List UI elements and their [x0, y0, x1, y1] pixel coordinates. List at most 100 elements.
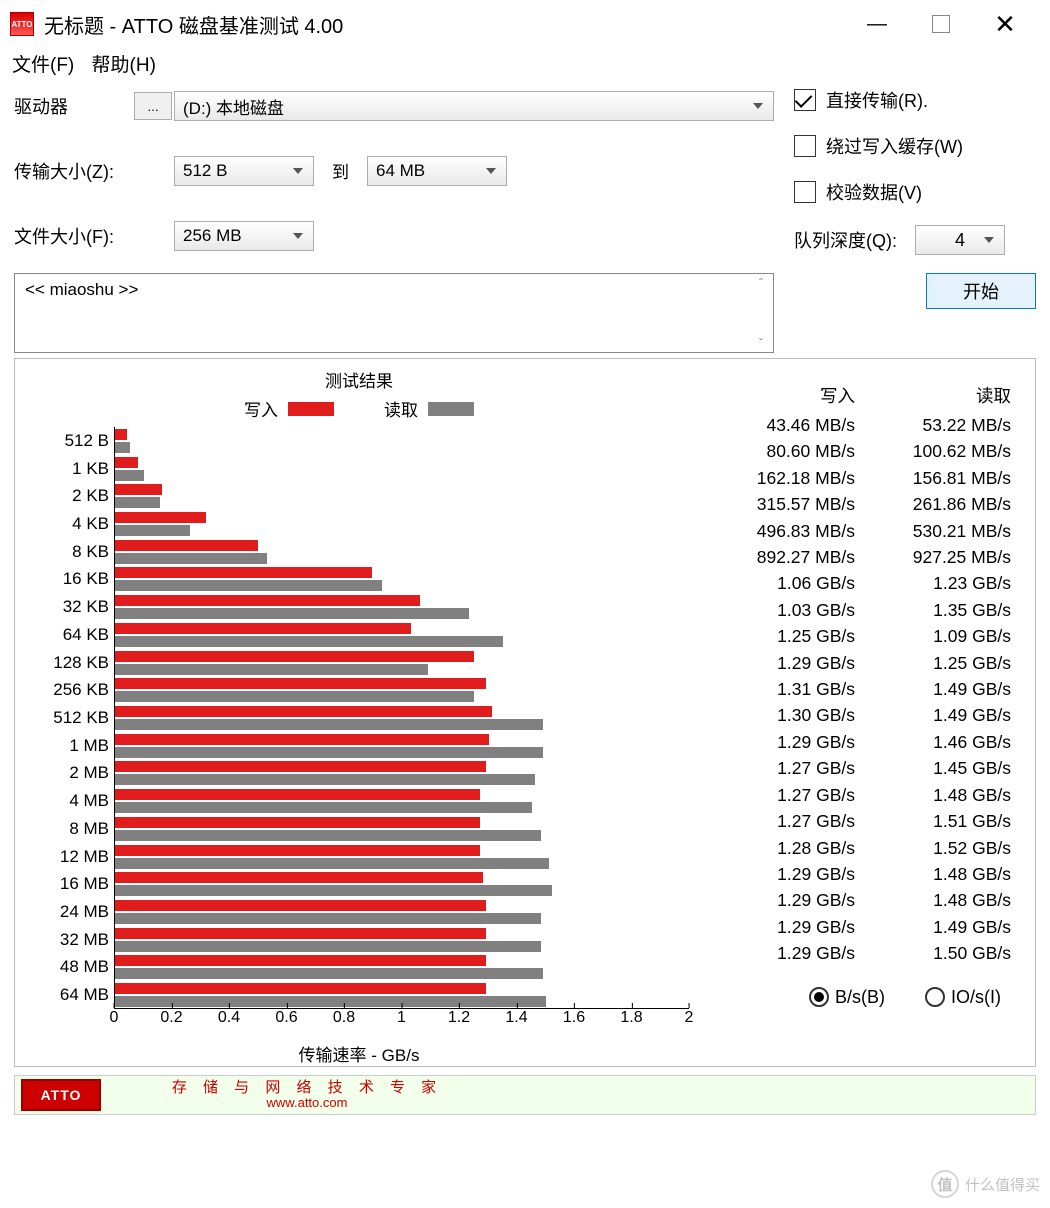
read-bar [115, 636, 503, 647]
cell-write: 1.31 GB/s [699, 676, 855, 702]
cell-read: 1.49 GB/s [855, 676, 1011, 702]
y-axis-label: 16 MB [35, 874, 109, 894]
description-textarea[interactable]: << miaoshu >> ˆˇ [14, 273, 774, 353]
table-row: 1.25 GB/s1.09 GB/s [699, 623, 1031, 649]
cell-write: 1.29 GB/s [699, 940, 855, 966]
bypass-checkbox[interactable] [794, 135, 816, 157]
bar-chart: 512 B1 KB2 KB4 KB8 KB16 KB32 KB64 KB128 … [114, 427, 689, 1009]
transfer-from-dropdown[interactable]: 512 B [174, 156, 314, 186]
cell-write: 1.29 GB/s [699, 914, 855, 940]
cell-write: 1.28 GB/s [699, 835, 855, 861]
table-row: 1.28 GB/s1.52 GB/s [699, 835, 1031, 861]
file-size-dropdown[interactable]: 256 MB [174, 221, 314, 251]
x-tick: 1.2 [448, 1009, 470, 1027]
table-row: 1.31 GB/s1.49 GB/s [699, 676, 1031, 702]
transfer-size-label: 传输大小(Z): [14, 158, 134, 184]
x-tick: 0.4 [218, 1009, 240, 1027]
x-tick: 1.6 [563, 1009, 585, 1027]
y-axis-label: 4 MB [35, 791, 109, 811]
table-row: 162.18 MB/s156.81 MB/s [699, 465, 1031, 491]
y-axis-label: 48 MB [35, 957, 109, 977]
start-button[interactable]: 开始 [926, 273, 1036, 309]
y-axis-label: 256 KB [35, 680, 109, 700]
queue-depth-dropdown[interactable]: 4 [915, 225, 1005, 255]
table-row: 1.06 GB/s1.23 GB/s [699, 570, 1031, 596]
drive-dropdown[interactable]: (D:) 本地磁盘 [174, 91, 774, 121]
x-tick: 0.6 [275, 1009, 297, 1027]
app-icon: ATTO [10, 12, 34, 36]
y-axis-label: 1 MB [35, 736, 109, 756]
write-bar [115, 595, 420, 606]
radio-ios[interactable] [925, 987, 945, 1007]
y-axis-label: 512 KB [35, 708, 109, 728]
cell-write: 1.29 GB/s [699, 861, 855, 887]
write-bar [115, 845, 480, 856]
y-axis-label: 32 MB [35, 930, 109, 950]
y-axis-label: 8 KB [35, 542, 109, 562]
table-row: 1.03 GB/s1.35 GB/s [699, 597, 1031, 623]
cell-read: 1.48 GB/s [855, 861, 1011, 887]
read-bar [115, 608, 469, 619]
verify-label: 校验数据(V) [826, 179, 922, 205]
browse-button[interactable]: ... [134, 92, 172, 120]
cell-write: 1.06 GB/s [699, 570, 855, 596]
radio-ios-label: IO/s(I) [951, 987, 1001, 1008]
cell-write: 315.57 MB/s [699, 491, 855, 517]
cell-write: 43.46 MB/s [699, 412, 855, 438]
cell-write: 892.27 MB/s [699, 544, 855, 570]
write-bar [115, 955, 486, 966]
verify-checkbox[interactable] [794, 181, 816, 203]
direct-checkbox[interactable] [794, 89, 816, 111]
y-axis-label: 512 B [35, 431, 109, 451]
menu-file[interactable]: 文件(F) [12, 55, 74, 76]
write-bar [115, 540, 258, 551]
close-icon[interactable]: ✕ [990, 9, 1020, 39]
write-bar [115, 789, 480, 800]
menu-help[interactable]: 帮助(H) [92, 55, 156, 76]
cell-read: 100.62 MB/s [855, 438, 1011, 464]
maximize-icon[interactable] [932, 15, 950, 33]
cell-write: 1.29 GB/s [699, 650, 855, 676]
write-bar [115, 429, 127, 440]
table-row: 1.27 GB/s1.48 GB/s [699, 782, 1031, 808]
write-bar [115, 651, 474, 662]
radio-bs-label: B/s(B) [835, 987, 885, 1008]
cell-read: 1.45 GB/s [855, 755, 1011, 781]
footer-text: 存 储 与 网 络 技 术 专 家 [172, 1079, 442, 1096]
y-axis-label: 1 KB [35, 459, 109, 479]
scrollbar[interactable]: ˆˇ [751, 276, 771, 350]
chart-legend: 写入 读取 [19, 396, 699, 421]
cell-read: 261.86 MB/s [855, 491, 1011, 517]
read-bar [115, 774, 535, 785]
minimize-icon[interactable]: — [862, 9, 892, 39]
write-bar [115, 983, 486, 994]
y-axis-label: 24 MB [35, 902, 109, 922]
cell-write: 1.29 GB/s [699, 729, 855, 755]
table-row: 80.60 MB/s100.62 MB/s [699, 438, 1031, 464]
cell-write: 1.27 GB/s [699, 755, 855, 781]
read-bar [115, 525, 190, 536]
read-bar [115, 553, 267, 564]
cell-read: 530.21 MB/s [855, 518, 1011, 544]
x-tick: 1 [397, 1009, 406, 1027]
read-bar [115, 747, 543, 758]
write-bar [115, 817, 480, 828]
read-bar [115, 664, 428, 675]
y-axis-label: 16 KB [35, 569, 109, 589]
radio-bs[interactable] [809, 987, 829, 1007]
x-tick: 0 [110, 1009, 119, 1027]
title-bar: ATTO 无标题 - ATTO 磁盘基准测试 4.00 — ✕ [0, 0, 1050, 44]
read-bar [115, 941, 541, 952]
cell-write: 1.30 GB/s [699, 702, 855, 728]
direct-label: 直接传输(R). [826, 87, 928, 113]
watermark: 值什么值得买 [931, 1170, 1040, 1198]
cell-read: 1.52 GB/s [855, 835, 1011, 861]
write-bar [115, 623, 411, 634]
cell-write: 1.25 GB/s [699, 623, 855, 649]
transfer-to-dropdown[interactable]: 64 MB [367, 156, 507, 186]
cell-write: 1.29 GB/s [699, 887, 855, 913]
table-row: 1.29 GB/s1.49 GB/s [699, 914, 1031, 940]
table-row: 43.46 MB/s53.22 MB/s [699, 412, 1031, 438]
read-bar [115, 442, 130, 453]
legend-read-label: 读取 [384, 396, 418, 421]
